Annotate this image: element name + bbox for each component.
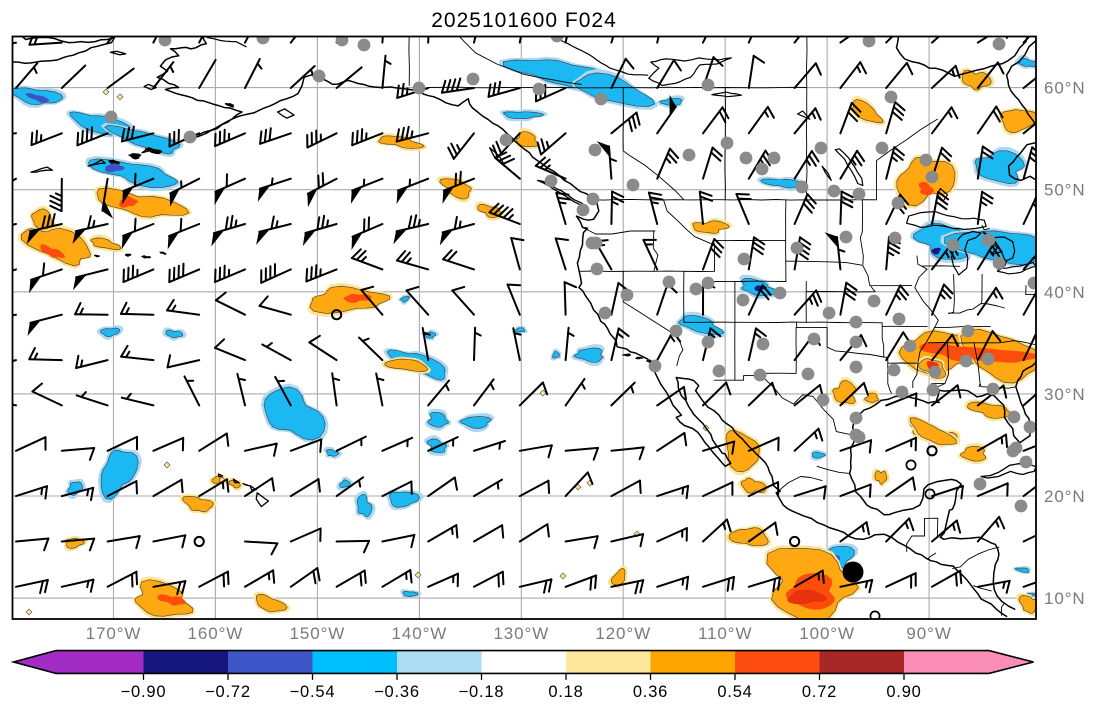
- svg-text:−0.54: −0.54: [290, 683, 336, 701]
- svg-text:100°W: 100°W: [799, 624, 855, 643]
- svg-text:40°N: 40°N: [1044, 283, 1086, 302]
- svg-text:130°W: 130°W: [493, 624, 549, 643]
- svg-text:−0.36: −0.36: [374, 683, 420, 701]
- svg-text:−0.18: −0.18: [459, 683, 505, 701]
- svg-text:0.18: 0.18: [548, 683, 583, 701]
- svg-text:50°N: 50°N: [1044, 181, 1086, 200]
- svg-text:10°N: 10°N: [1044, 589, 1086, 608]
- svg-text:150°W: 150°W: [290, 624, 346, 643]
- svg-text:90°W: 90°W: [906, 624, 951, 643]
- svg-text:0.36: 0.36: [633, 683, 668, 701]
- svg-text:0.90: 0.90: [886, 683, 921, 701]
- svg-text:30°N: 30°N: [1044, 385, 1086, 404]
- svg-text:20°N: 20°N: [1044, 487, 1086, 506]
- svg-text:60°N: 60°N: [1044, 79, 1086, 98]
- svg-text:0.72: 0.72: [802, 683, 837, 701]
- svg-text:0.54: 0.54: [717, 683, 752, 701]
- svg-text:170°W: 170°W: [86, 624, 142, 643]
- svg-text:140°W: 140°W: [392, 624, 448, 643]
- svg-text:160°W: 160°W: [188, 624, 244, 643]
- svg-text:−0.90: −0.90: [121, 683, 167, 701]
- svg-text:110°W: 110°W: [698, 624, 752, 643]
- svg-text:−0.72: −0.72: [205, 683, 251, 701]
- svg-text:120°W: 120°W: [595, 624, 651, 643]
- svg-text:2025101600 F024: 2025101600 F024: [431, 9, 617, 32]
